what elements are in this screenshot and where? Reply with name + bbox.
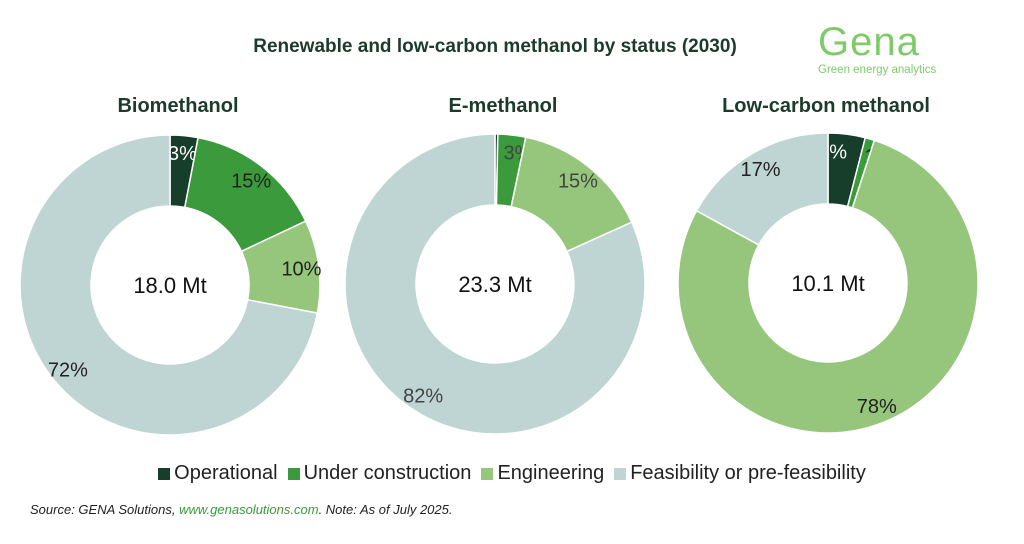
slice-label: 78%	[857, 396, 897, 418]
subtitle-low-carbon: Low-carbon methanol	[722, 95, 930, 117]
slice-label: 10%	[281, 258, 321, 280]
logo-tagline: Green energy analytics	[818, 64, 937, 76]
donut-slice-feasibility-or-pre-feasibility	[344, 133, 646, 435]
source-suffix: . Note: As of July 2025.	[318, 502, 453, 517]
slice-label: 72%	[48, 359, 88, 381]
legend-item-operational: Operational	[158, 462, 278, 485]
legend-swatch	[614, 467, 627, 480]
legend-item-feasibility: Feasibility or pre-feasibility	[614, 462, 866, 485]
legend-label: Under construction	[303, 462, 472, 484]
source-prefix: Source: GENA Solutions,	[30, 502, 180, 517]
logo-name: Gena	[818, 20, 920, 64]
slice-label: 82%	[403, 385, 443, 407]
legend-swatch	[481, 467, 494, 480]
donut-total-label: 23.3 Mt	[458, 272, 531, 297]
slice-label: 3%	[168, 143, 197, 165]
donut-total-label: 18.0 Mt	[133, 273, 206, 298]
legend-label: Feasibility or pre-feasibility	[630, 462, 866, 484]
donut-slice-feasibility-or-pre-feasibility	[695, 132, 829, 246]
legend: Operational Under construction Engineeri…	[0, 462, 1024, 485]
donut-slice-engineering	[677, 139, 979, 434]
legend-item-engineering: Engineering	[481, 462, 604, 485]
legend-swatch	[287, 467, 300, 480]
chart-title: Renewable and low-carbon methanol by sta…	[253, 36, 737, 57]
subtitle-e-methanol: E-methanol	[448, 95, 558, 117]
source-note: Source: GENA Solutions, www.genasolution…	[30, 502, 453, 517]
donut-slice-feasibility-or-pre-feasibility	[19, 134, 319, 436]
slice-label: 17%	[741, 159, 781, 181]
donut-total-label: 10.1 Mt	[791, 271, 864, 296]
legend-label: Operational	[174, 462, 278, 484]
legend-swatch	[158, 467, 171, 480]
source-link[interactable]: www.genasolutions.com	[179, 502, 319, 517]
legend-item-under-construction: Under construction	[287, 462, 472, 485]
gena-logo: Gena Green energy analytics	[818, 22, 936, 76]
subtitle-biomethanol: Biomethanol	[117, 95, 239, 117]
legend-label: Engineering	[497, 462, 605, 484]
slice-label: 15%	[231, 170, 271, 192]
slice-label: 15%	[558, 171, 598, 193]
